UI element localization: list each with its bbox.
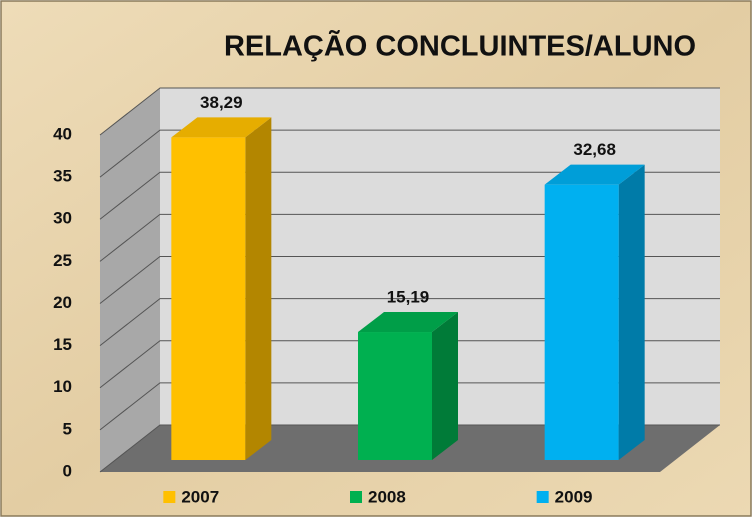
grid-line	[99, 382, 720, 431]
bar	[544, 184, 619, 460]
y-tick-label: 20	[53, 293, 72, 312]
bar-top	[358, 312, 458, 333]
grid-line	[99, 87, 720, 136]
bar-top	[171, 117, 272, 138]
legend-swatch	[536, 491, 549, 503]
y-tick-label: 0	[63, 461, 72, 480]
legend-label: 2007	[181, 487, 219, 506]
bar-top	[544, 164, 645, 185]
chart-title: RELAÇÃO CONCLUINTES/ALUNO	[224, 29, 696, 63]
bar-side	[432, 312, 458, 460]
grid-line	[99, 424, 720, 473]
y-tick-label: 30	[53, 209, 72, 228]
value-label: 15,19	[387, 288, 430, 307]
y-tick-label: 35	[53, 167, 72, 186]
y-tick-label: 15	[53, 335, 72, 354]
y-tick-label: 40	[53, 124, 72, 143]
grid-line	[99, 129, 720, 178]
grid-line	[99, 213, 720, 262]
grid-line	[99, 256, 720, 304]
legend-swatch	[350, 491, 362, 503]
value-label: 38,29	[200, 93, 243, 112]
legend-label: 2009	[555, 487, 593, 506]
grid-line	[99, 171, 720, 220]
bar-side	[245, 117, 272, 461]
y-tick-label: 10	[53, 377, 72, 396]
value-label: 32,68	[573, 140, 616, 159]
bar	[358, 332, 432, 460]
grid-line	[99, 340, 720, 389]
legend-swatch	[163, 491, 176, 503]
bar-side	[618, 164, 645, 460]
y-tick-label: 5	[63, 419, 72, 438]
legend-label: 2008	[368, 487, 406, 506]
grid-line	[99, 298, 720, 347]
bar	[171, 137, 246, 461]
y-tick-label: 25	[53, 251, 72, 270]
